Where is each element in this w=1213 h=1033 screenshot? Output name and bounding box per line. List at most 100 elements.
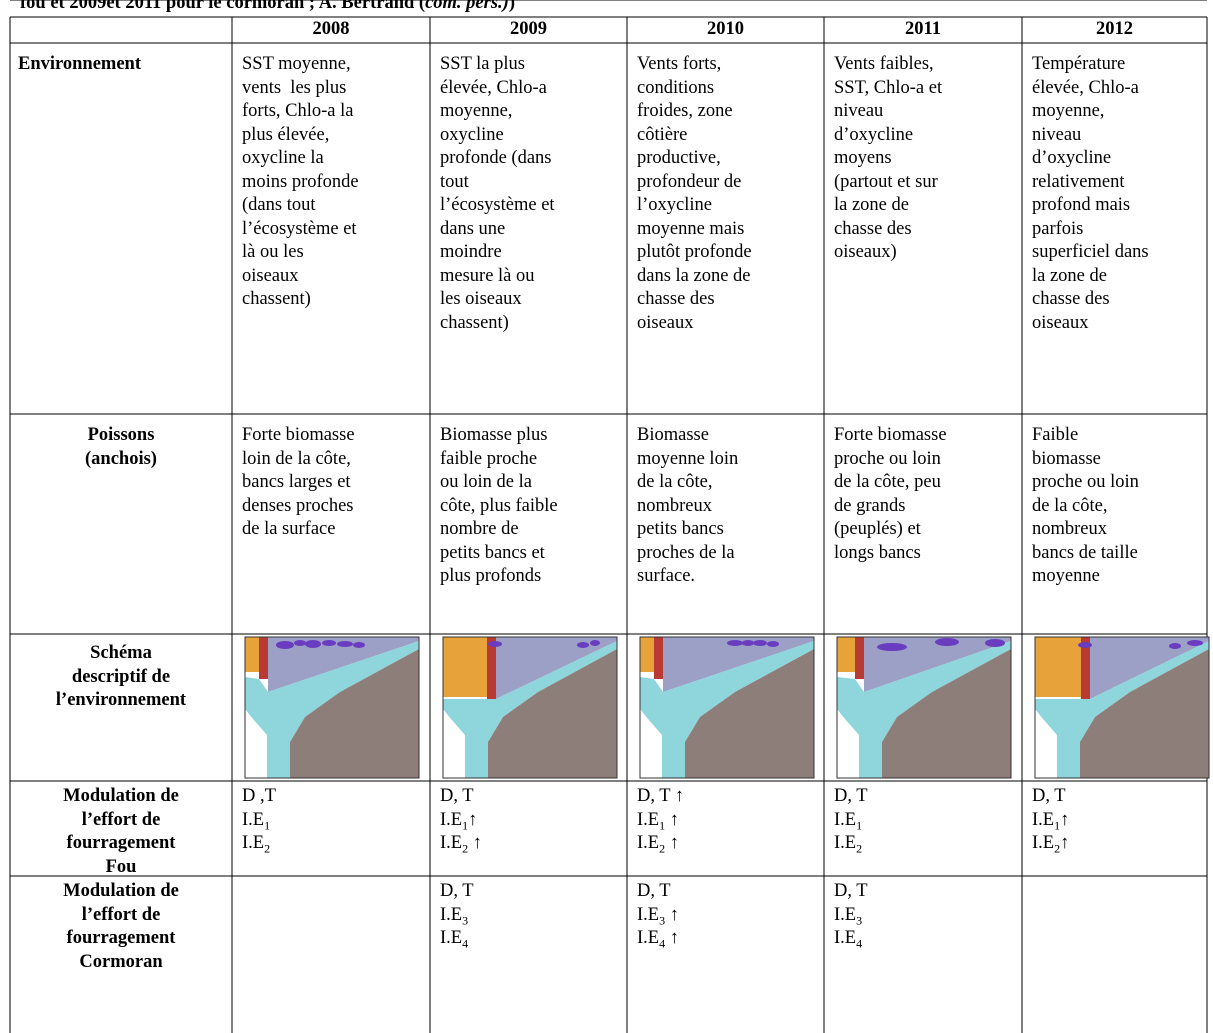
cell-line: I.E4 <box>440 927 468 951</box>
cell-line: élevée, Chlo-a <box>440 77 547 101</box>
cell-line: chasse des <box>1032 288 1110 312</box>
schema-front <box>855 637 864 679</box>
schema-school <box>985 639 1005 647</box>
cell-line: SST moyenne, <box>242 53 351 77</box>
cell-line: plus profonds <box>440 565 541 589</box>
cell-line: niveau <box>1032 124 1081 148</box>
cell-line: I.E4 ↑ <box>637 927 679 951</box>
cell-line: longs bancs <box>834 542 921 566</box>
cell-line: I.E2 ↑ <box>637 832 679 856</box>
cell-line: moins profonde <box>242 171 359 195</box>
schema-school <box>353 642 365 648</box>
cell-line: de grands <box>834 495 905 519</box>
text-base: I.E <box>242 810 264 830</box>
cell-line: (dans tout <box>242 194 315 218</box>
schema-school <box>877 643 907 651</box>
cell-line: tout <box>440 171 469 195</box>
cell-line: d’oxycline <box>1032 147 1111 171</box>
cell-line: superficiel dans <box>1032 241 1149 265</box>
text-sub: 3 <box>856 913 862 927</box>
text-suffix: ↑ <box>665 928 679 948</box>
row-header-line: Fou <box>10 856 232 880</box>
cell-line: plus élevée, <box>242 124 329 148</box>
cell-line: dans une <box>440 218 505 242</box>
schema <box>245 637 419 778</box>
row-header-line: Environnement <box>18 53 240 77</box>
page: fou et 2009et 2011 pour le cormoran ; A.… <box>0 0 1213 1033</box>
cell-line: Vents forts, <box>637 53 721 77</box>
cell-line: nombre de <box>440 518 519 542</box>
cell-line: profondeur de <box>637 171 741 195</box>
cell-line: I.E1↑ <box>1032 809 1069 833</box>
cell-line: D, T <box>440 880 474 904</box>
cell-line: Biomasse <box>637 424 709 448</box>
column-header: 2008 <box>232 18 430 42</box>
cell-line: bancs larges et <box>242 471 351 495</box>
row-header-line: descriptif de <box>10 666 232 690</box>
text-sub: 1 <box>856 818 862 832</box>
text-suffix: ↑ <box>468 810 477 830</box>
cell-line: de la côte, <box>637 471 713 495</box>
cell-line: l’oxycline <box>637 194 712 218</box>
schema-school <box>577 642 589 648</box>
text-base: I.E <box>637 810 659 830</box>
column-header: 2010 <box>627 18 824 42</box>
cell-line: D, T <box>834 785 868 809</box>
cell-line: denses proches <box>242 495 353 519</box>
text-suffix: ↑ <box>665 810 679 830</box>
cell-line: D, T <box>637 880 671 904</box>
text-base: I.E <box>834 928 856 948</box>
cell-line: Température <box>1032 53 1125 77</box>
cell-line: nombreux <box>1032 518 1107 542</box>
cell-line: moyenne, <box>1032 100 1104 124</box>
row-header-line: l’effort de <box>10 904 232 928</box>
cell-line: chasse des <box>834 218 912 242</box>
text-base: I.E <box>440 928 462 948</box>
cell-line: de la côte, <box>1032 495 1108 519</box>
cell-line: D, T <box>834 880 868 904</box>
row-header-line: l’environnement <box>10 689 232 713</box>
schema-school <box>590 640 600 646</box>
cell-line: côtière <box>637 124 687 148</box>
cell-line: moindre <box>440 241 502 265</box>
cell-line: chassent) <box>440 312 509 336</box>
cell-line: I.E1 <box>242 809 270 833</box>
cell-line: petits bancs <box>637 518 724 542</box>
cell-line: chasse des <box>637 288 715 312</box>
cell-line: productive, <box>637 147 721 171</box>
schema-school <box>753 640 767 646</box>
cell-line: Forte biomasse <box>242 424 355 448</box>
text-base: I.E <box>637 905 659 925</box>
cell-line: parfois <box>1032 218 1083 242</box>
column-header: 2012 <box>1022 18 1207 42</box>
text-sub: 2 <box>856 842 862 856</box>
cell-line: vents les plus <box>242 77 346 101</box>
cell-line: I.E2 <box>242 832 270 856</box>
cell-line: oxycline la <box>242 147 324 171</box>
row-header-line: fourragement <box>10 927 232 951</box>
row-header-line: Modulation de <box>10 880 232 904</box>
schema-school <box>1187 640 1203 646</box>
cell-line: la zone de <box>834 194 909 218</box>
text-base: I.E <box>834 833 856 853</box>
row-header-line: l’effort de <box>10 809 232 833</box>
schema-school <box>767 641 779 647</box>
schema-front <box>654 637 663 679</box>
cell-line: faible proche <box>440 448 537 472</box>
row-header-line: (anchois) <box>10 448 232 472</box>
schema-coast <box>837 637 855 672</box>
cell-line: relativement <box>1032 171 1124 195</box>
schema-school <box>276 641 294 649</box>
column-header: 2011 <box>824 18 1022 42</box>
text-base: I.E <box>1032 810 1054 830</box>
cell-line: élevée, Chlo-a <box>1032 77 1139 101</box>
cell-line: proche ou loin <box>1032 471 1139 495</box>
row-header-line: fourragement <box>10 832 232 856</box>
text-sub: 4 <box>462 937 468 951</box>
text-base: I.E <box>1032 833 1054 853</box>
cell-line: I.E1 ↑ <box>637 809 679 833</box>
cell-line: I.E2↑ <box>1032 832 1069 856</box>
cell-line: d’oxycline <box>834 124 913 148</box>
cell-line: proche ou loin <box>834 448 941 472</box>
schema-school <box>488 641 502 647</box>
